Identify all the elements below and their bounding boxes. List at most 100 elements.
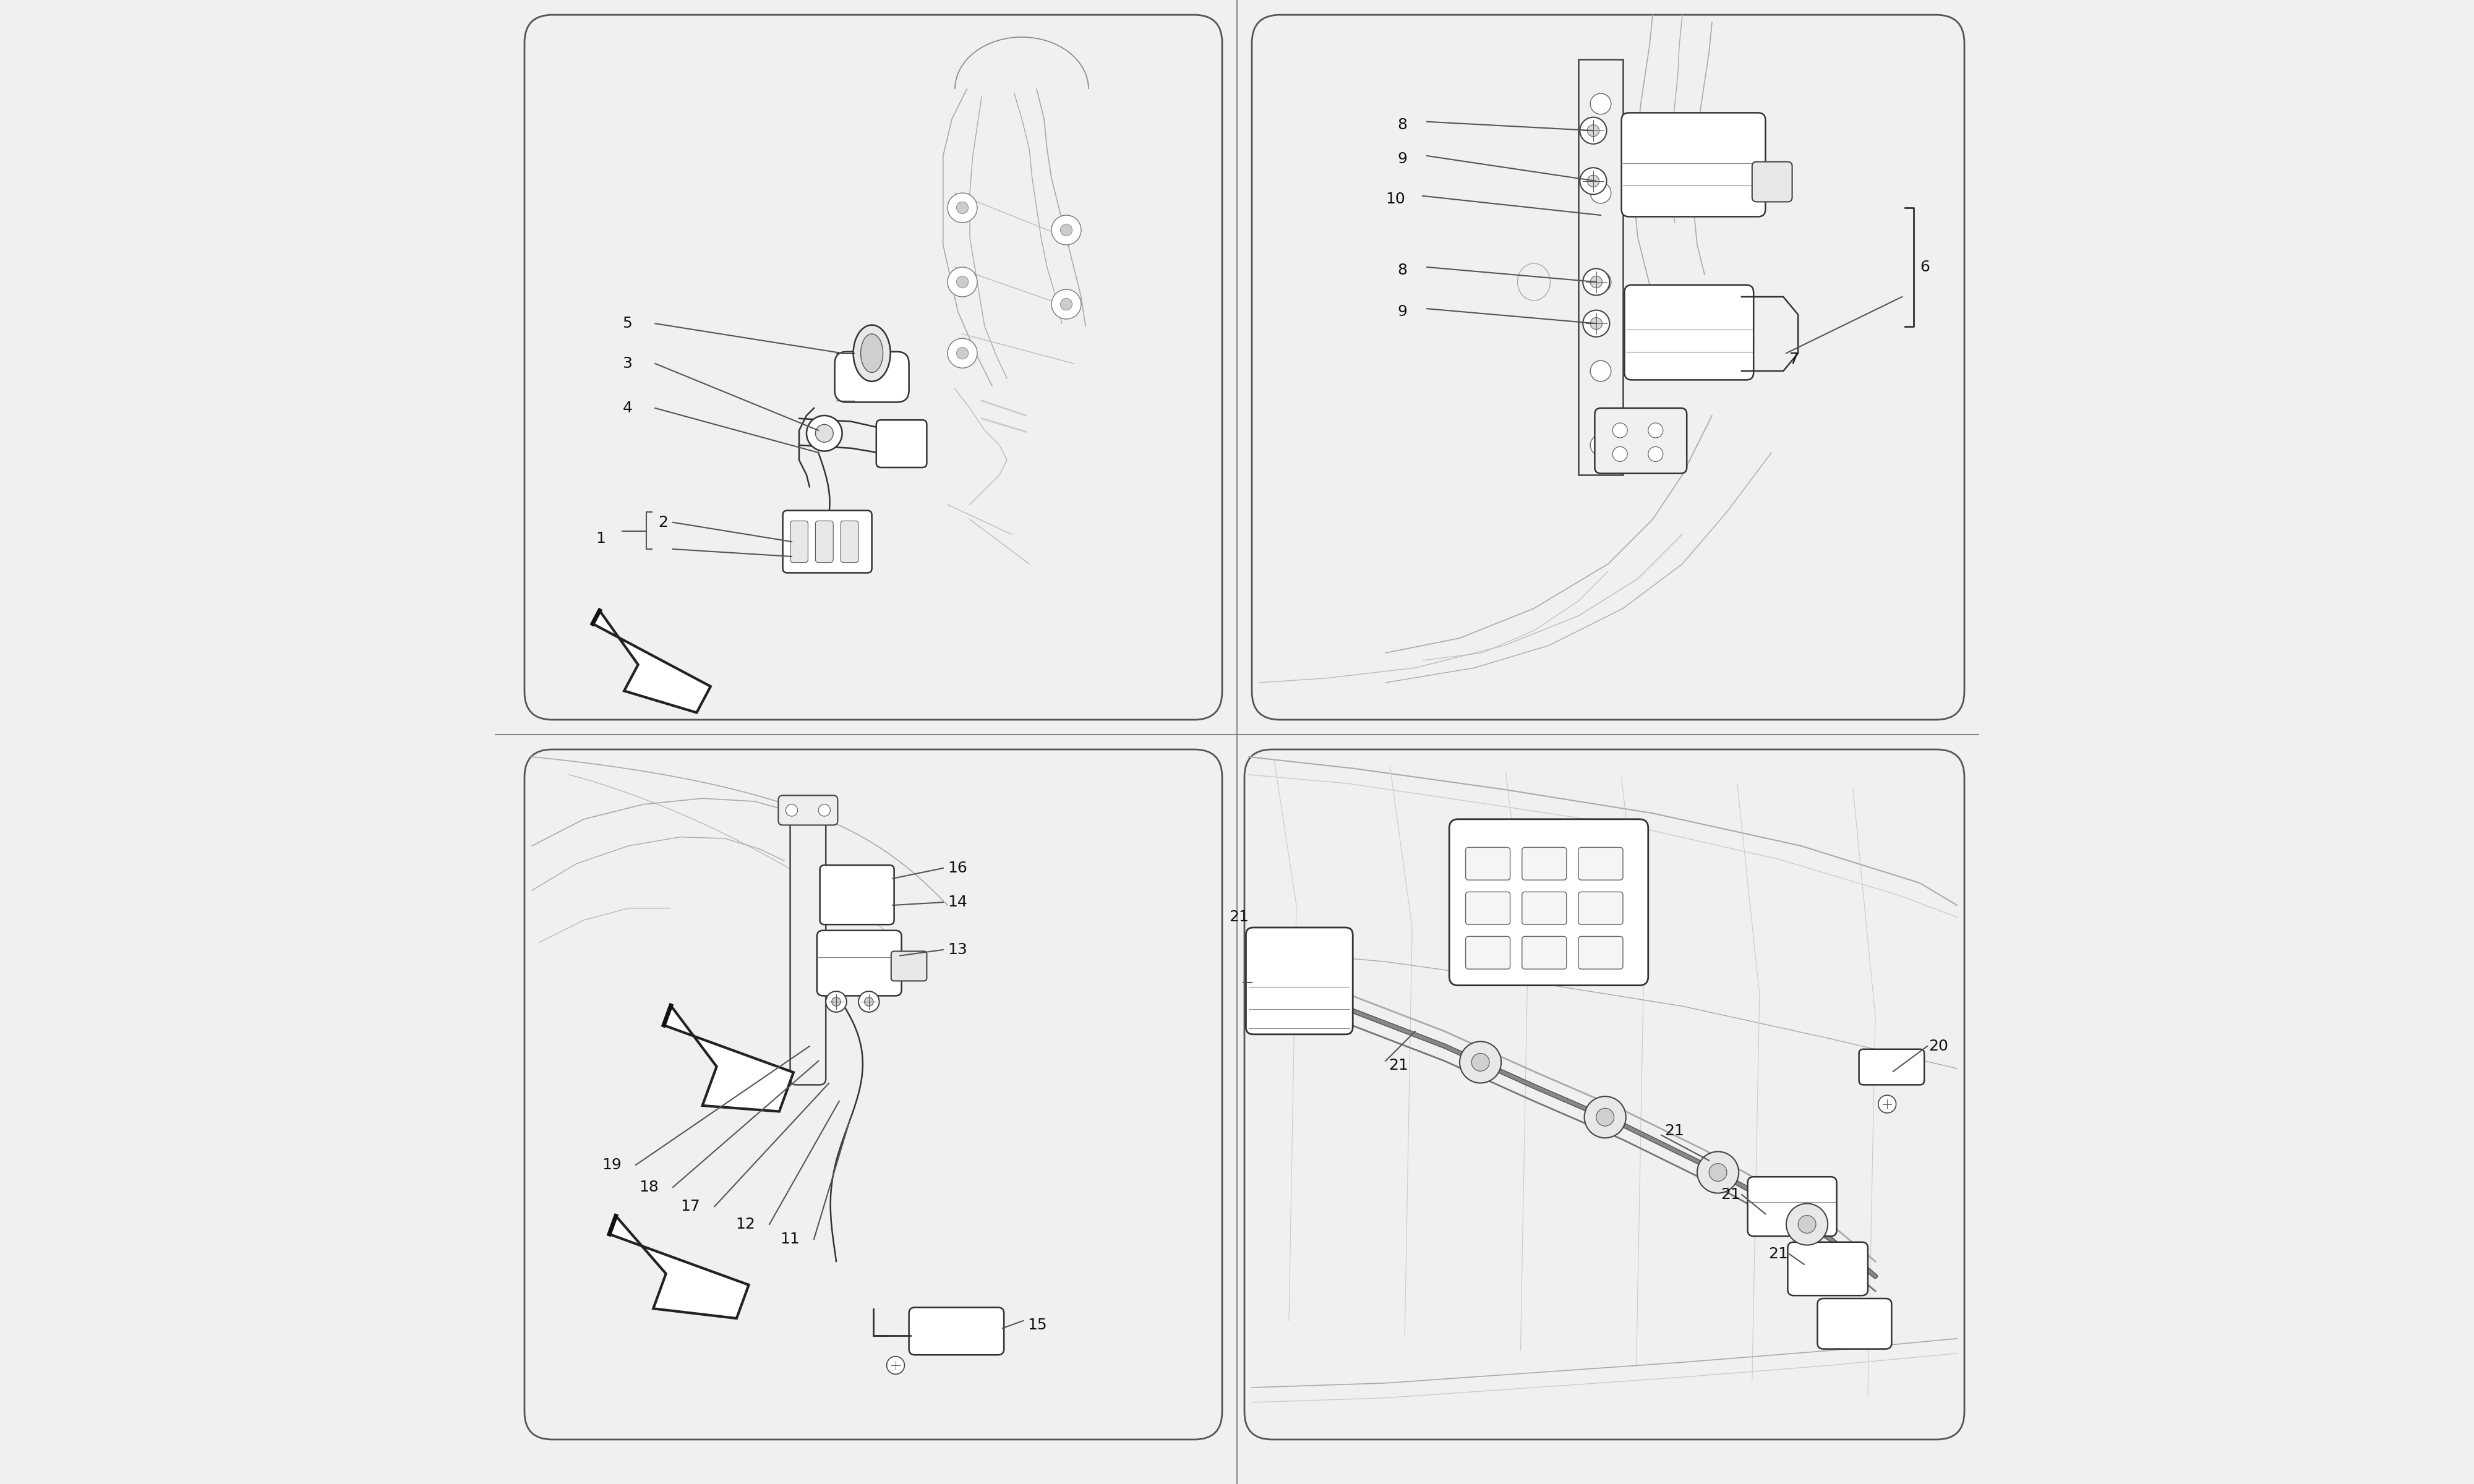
Text: 10: 10 (1385, 191, 1405, 206)
FancyBboxPatch shape (876, 420, 928, 467)
FancyBboxPatch shape (789, 521, 809, 562)
FancyBboxPatch shape (1450, 819, 1648, 985)
Text: 14: 14 (948, 895, 967, 910)
FancyBboxPatch shape (782, 510, 871, 573)
Text: 16: 16 (948, 861, 967, 876)
Circle shape (948, 267, 977, 297)
Polygon shape (1578, 59, 1623, 475)
Text: 8: 8 (1398, 117, 1408, 132)
FancyBboxPatch shape (816, 930, 901, 996)
Text: 1: 1 (596, 531, 606, 546)
Circle shape (1591, 361, 1611, 381)
Circle shape (1786, 1204, 1828, 1245)
Circle shape (1051, 289, 1081, 319)
Circle shape (807, 416, 841, 451)
Circle shape (1648, 423, 1663, 438)
FancyBboxPatch shape (1789, 1242, 1868, 1296)
Ellipse shape (854, 325, 891, 381)
Circle shape (1581, 168, 1606, 194)
Text: 21: 21 (1769, 1247, 1789, 1261)
Text: 13: 13 (948, 942, 967, 957)
Circle shape (957, 276, 967, 288)
Text: 21: 21 (1230, 910, 1249, 925)
Circle shape (1648, 447, 1663, 462)
Circle shape (1051, 215, 1081, 245)
Text: 21: 21 (1388, 1058, 1408, 1073)
Circle shape (858, 991, 878, 1012)
FancyBboxPatch shape (1752, 162, 1791, 202)
FancyBboxPatch shape (1465, 847, 1509, 880)
Text: 11: 11 (779, 1232, 799, 1247)
Circle shape (1583, 1097, 1625, 1138)
Circle shape (1697, 1152, 1739, 1193)
Circle shape (1588, 125, 1598, 137)
Circle shape (948, 193, 977, 223)
Text: 9: 9 (1398, 304, 1408, 319)
FancyBboxPatch shape (816, 521, 834, 562)
Text: 18: 18 (638, 1180, 658, 1195)
Circle shape (863, 997, 873, 1006)
Text: 6: 6 (1920, 260, 1930, 275)
Circle shape (787, 804, 797, 816)
Circle shape (1472, 1054, 1489, 1071)
FancyBboxPatch shape (779, 795, 839, 825)
Text: 19: 19 (601, 1158, 621, 1172)
Circle shape (886, 1356, 905, 1374)
FancyBboxPatch shape (789, 807, 826, 1085)
Circle shape (1613, 423, 1628, 438)
FancyBboxPatch shape (841, 521, 858, 562)
Circle shape (819, 804, 831, 816)
FancyBboxPatch shape (834, 352, 908, 402)
Circle shape (1061, 298, 1071, 310)
FancyBboxPatch shape (891, 951, 928, 981)
Text: 21: 21 (1722, 1187, 1742, 1202)
FancyBboxPatch shape (1465, 892, 1509, 925)
Circle shape (816, 424, 834, 442)
Text: 9: 9 (1398, 151, 1408, 166)
Text: 2: 2 (658, 515, 668, 530)
FancyBboxPatch shape (819, 865, 893, 925)
FancyBboxPatch shape (1247, 927, 1353, 1034)
Circle shape (1583, 269, 1611, 295)
Circle shape (1591, 93, 1611, 114)
FancyBboxPatch shape (1596, 408, 1687, 473)
Polygon shape (609, 1215, 750, 1318)
Text: 3: 3 (623, 356, 633, 371)
Text: 4: 4 (623, 401, 633, 416)
FancyBboxPatch shape (1522, 892, 1566, 925)
Text: 15: 15 (1027, 1318, 1047, 1333)
Polygon shape (2011, 976, 2120, 1089)
FancyBboxPatch shape (1858, 1049, 1925, 1085)
Circle shape (1613, 447, 1628, 462)
Circle shape (1581, 117, 1606, 144)
Circle shape (1591, 318, 1603, 329)
Circle shape (1591, 435, 1611, 456)
Circle shape (957, 202, 967, 214)
Text: 12: 12 (735, 1217, 755, 1232)
Circle shape (831, 997, 841, 1006)
FancyBboxPatch shape (1578, 892, 1623, 925)
Circle shape (948, 338, 977, 368)
Circle shape (1588, 175, 1598, 187)
Text: 21: 21 (1665, 1123, 1685, 1138)
Circle shape (1591, 272, 1611, 292)
FancyBboxPatch shape (1522, 936, 1566, 969)
Circle shape (1710, 1163, 1727, 1181)
FancyBboxPatch shape (1818, 1298, 1893, 1349)
FancyBboxPatch shape (1465, 936, 1509, 969)
Text: 7: 7 (1789, 352, 1799, 367)
Circle shape (1460, 1042, 1502, 1083)
FancyBboxPatch shape (1578, 936, 1623, 969)
Circle shape (1596, 1109, 1613, 1126)
FancyBboxPatch shape (1522, 847, 1566, 880)
Circle shape (1878, 1095, 1895, 1113)
Circle shape (826, 991, 846, 1012)
FancyBboxPatch shape (908, 1307, 1004, 1355)
Text: 17: 17 (680, 1199, 700, 1214)
Ellipse shape (861, 334, 883, 372)
Polygon shape (663, 1006, 794, 1112)
Circle shape (1799, 1215, 1816, 1233)
FancyBboxPatch shape (1625, 285, 1754, 380)
FancyBboxPatch shape (1578, 847, 1623, 880)
Circle shape (1061, 224, 1071, 236)
